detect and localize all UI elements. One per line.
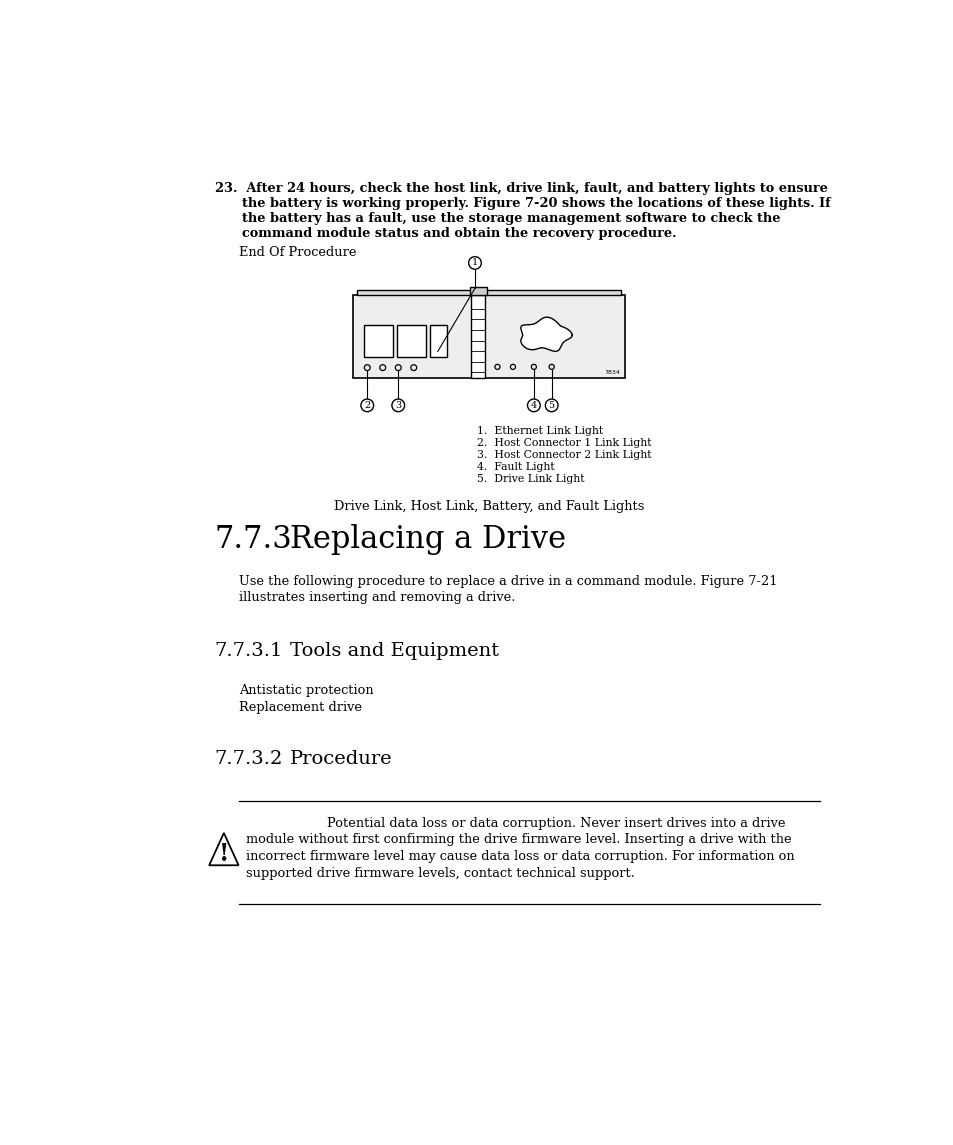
Text: 7.7.3.2: 7.7.3.2 [214, 750, 283, 767]
Text: 1.  Ethernet Link Light: 1. Ethernet Link Light [476, 426, 603, 436]
Text: Tools and Equipment: Tools and Equipment [290, 641, 498, 660]
Text: 4: 4 [530, 401, 537, 410]
Circle shape [392, 400, 404, 412]
Text: the battery has a fault, use the storage management software to check the: the battery has a fault, use the storage… [214, 212, 780, 226]
Circle shape [545, 400, 558, 412]
Text: command module status and obtain the recovery procedure.: command module status and obtain the rec… [214, 227, 676, 240]
Text: Replacing a Drive: Replacing a Drive [290, 524, 565, 555]
Polygon shape [209, 832, 238, 866]
Text: 5.  Drive Link Light: 5. Drive Link Light [476, 474, 584, 484]
Bar [356, 290, 620, 295]
Text: Potential data loss or data corruption. Never insert drives into a drive: Potential data loss or data corruption. … [327, 816, 785, 829]
Bar [353, 295, 624, 378]
Bar [397, 324, 426, 357]
Circle shape [360, 400, 374, 412]
Text: 5: 5 [548, 401, 555, 410]
Bar [469, 286, 486, 295]
Text: 3.  Host Connector 2 Link Light: 3. Host Connector 2 Link Light [476, 450, 651, 460]
Text: Replacement drive: Replacement drive [239, 702, 362, 714]
Text: 2: 2 [364, 401, 370, 410]
Text: Procedure: Procedure [290, 750, 392, 767]
Text: 3: 3 [395, 401, 401, 410]
Text: module without first confirming the drive firmware level. Inserting a drive with: module without first confirming the driv… [245, 834, 790, 846]
Text: Use the following procedure to replace a drive in a command module. Figure 7-21: Use the following procedure to replace a… [239, 575, 777, 587]
Text: illustrates inserting and removing a drive.: illustrates inserting and removing a dri… [239, 591, 516, 603]
Bar [430, 324, 447, 357]
Text: 1: 1 [472, 259, 477, 268]
Text: !: ! [218, 842, 229, 866]
Text: 2.  Host Connector 1 Link Light: 2. Host Connector 1 Link Light [476, 439, 651, 448]
Bar [471, 295, 484, 378]
Circle shape [468, 256, 481, 269]
Circle shape [527, 400, 539, 412]
Text: 4.  Fault Light: 4. Fault Light [476, 461, 555, 472]
Bar [364, 324, 393, 357]
Text: End Of Procedure: End Of Procedure [239, 246, 356, 259]
Text: 23.  After 24 hours, check the host link, drive link, fault, and battery lights : 23. After 24 hours, check the host link,… [214, 182, 826, 195]
Text: Drive Link, Host Link, Battery, and Fault Lights: Drive Link, Host Link, Battery, and Faul… [334, 500, 643, 513]
Text: the battery is working properly. Figure 7-20 shows the locations of these lights: the battery is working properly. Figure … [214, 197, 829, 210]
Text: supported drive firmware levels, contact technical support.: supported drive firmware levels, contact… [245, 867, 634, 879]
Text: 7834: 7834 [603, 370, 619, 376]
Text: Antistatic protection: Antistatic protection [239, 684, 374, 697]
Polygon shape [520, 317, 572, 352]
Text: 7.7.3: 7.7.3 [214, 524, 292, 555]
Text: incorrect firmware level may cause data loss or data corruption. For information: incorrect firmware level may cause data … [245, 850, 793, 863]
Text: 7.7.3.1: 7.7.3.1 [214, 641, 283, 660]
